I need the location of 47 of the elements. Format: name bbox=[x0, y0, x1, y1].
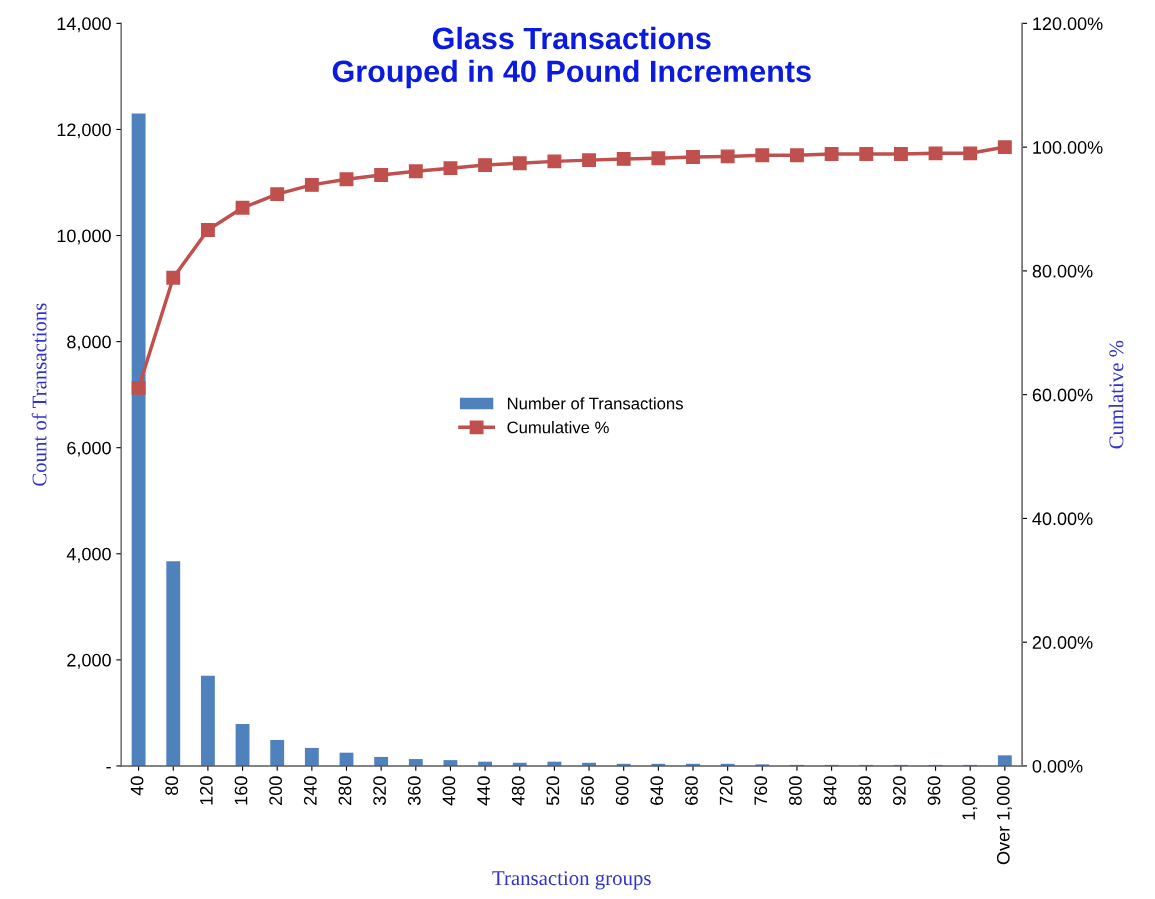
y-axis-title: Count of Transactions bbox=[31, 303, 47, 486]
y2-tick-label: 20.00% bbox=[1032, 636, 1093, 649]
y-tick-label: 4,000 bbox=[66, 547, 111, 563]
x-tick-label: 320 bbox=[373, 776, 386, 806]
y-tick-label: - bbox=[106, 766, 111, 769]
x-tick-label: 760 bbox=[754, 776, 768, 805]
y2-axis-title: Cumlative % bbox=[1108, 340, 1124, 449]
x-tick-label: 960 bbox=[927, 776, 941, 805]
x-tick-label: 440 bbox=[477, 776, 490, 806]
x-tick-label: 840 bbox=[823, 776, 837, 806]
x-tick-label: 280 bbox=[338, 776, 352, 805]
x-tick-label: 360 bbox=[407, 776, 421, 806]
x-tick-label: 160 bbox=[234, 776, 248, 805]
y-tick-label: 10,000 bbox=[57, 229, 111, 245]
legend-label: Cumulative % bbox=[507, 421, 609, 434]
y-tick-label: 2,000 bbox=[67, 653, 111, 669]
y-tick-label: 14,000 bbox=[57, 17, 111, 33]
y2-tick-label: 100.00% bbox=[1033, 141, 1103, 154]
x-tick-label: 560 bbox=[581, 776, 594, 806]
x-tick-label: 800 bbox=[789, 776, 802, 806]
y2-tick-label: 60.00% bbox=[1032, 388, 1093, 402]
y-tick-label: 8,000 bbox=[67, 335, 111, 351]
y2-tick-label: 40.00% bbox=[1032, 512, 1093, 526]
x-tick-label: 240 bbox=[303, 776, 317, 805]
x-tick-label: 600 bbox=[615, 776, 629, 805]
y2-tick-label: 120.00% bbox=[1033, 17, 1103, 31]
y-tick-label: 6,000 bbox=[67, 441, 111, 457]
x-tick-label: 120 bbox=[199, 776, 213, 805]
y2-tick-label: 80.00% bbox=[1032, 264, 1093, 278]
x-tick-label: Over 1,000 bbox=[996, 776, 1012, 865]
x-tick-label: 520 bbox=[546, 776, 560, 806]
legend-label: Number of Transactions bbox=[507, 397, 683, 410]
x-tick-label: 480 bbox=[511, 776, 525, 806]
x-tick-label: 200 bbox=[269, 776, 283, 805]
x-tick-label: 680 bbox=[685, 776, 698, 805]
x-tick-label: 400 bbox=[442, 776, 456, 806]
x-tick-label: 880 bbox=[858, 776, 872, 806]
x-axis-title: Transaction groups bbox=[492, 871, 651, 890]
x-tick-label: 40 bbox=[130, 776, 144, 796]
y2-tick-label: 0.00% bbox=[1032, 759, 1083, 773]
x-tick-label: 920 bbox=[892, 776, 906, 805]
x-tick-label: 80 bbox=[165, 776, 179, 795]
x-tick-label: 1,000 bbox=[962, 776, 978, 820]
y-tick-label: 12,000 bbox=[57, 123, 111, 139]
text: Glass Transactions Grouped in 40 Pound Increments bbox=[332, 26, 811, 89]
x-tick-label: 640 bbox=[650, 776, 664, 805]
x-tick-label: 720 bbox=[719, 776, 733, 805]
